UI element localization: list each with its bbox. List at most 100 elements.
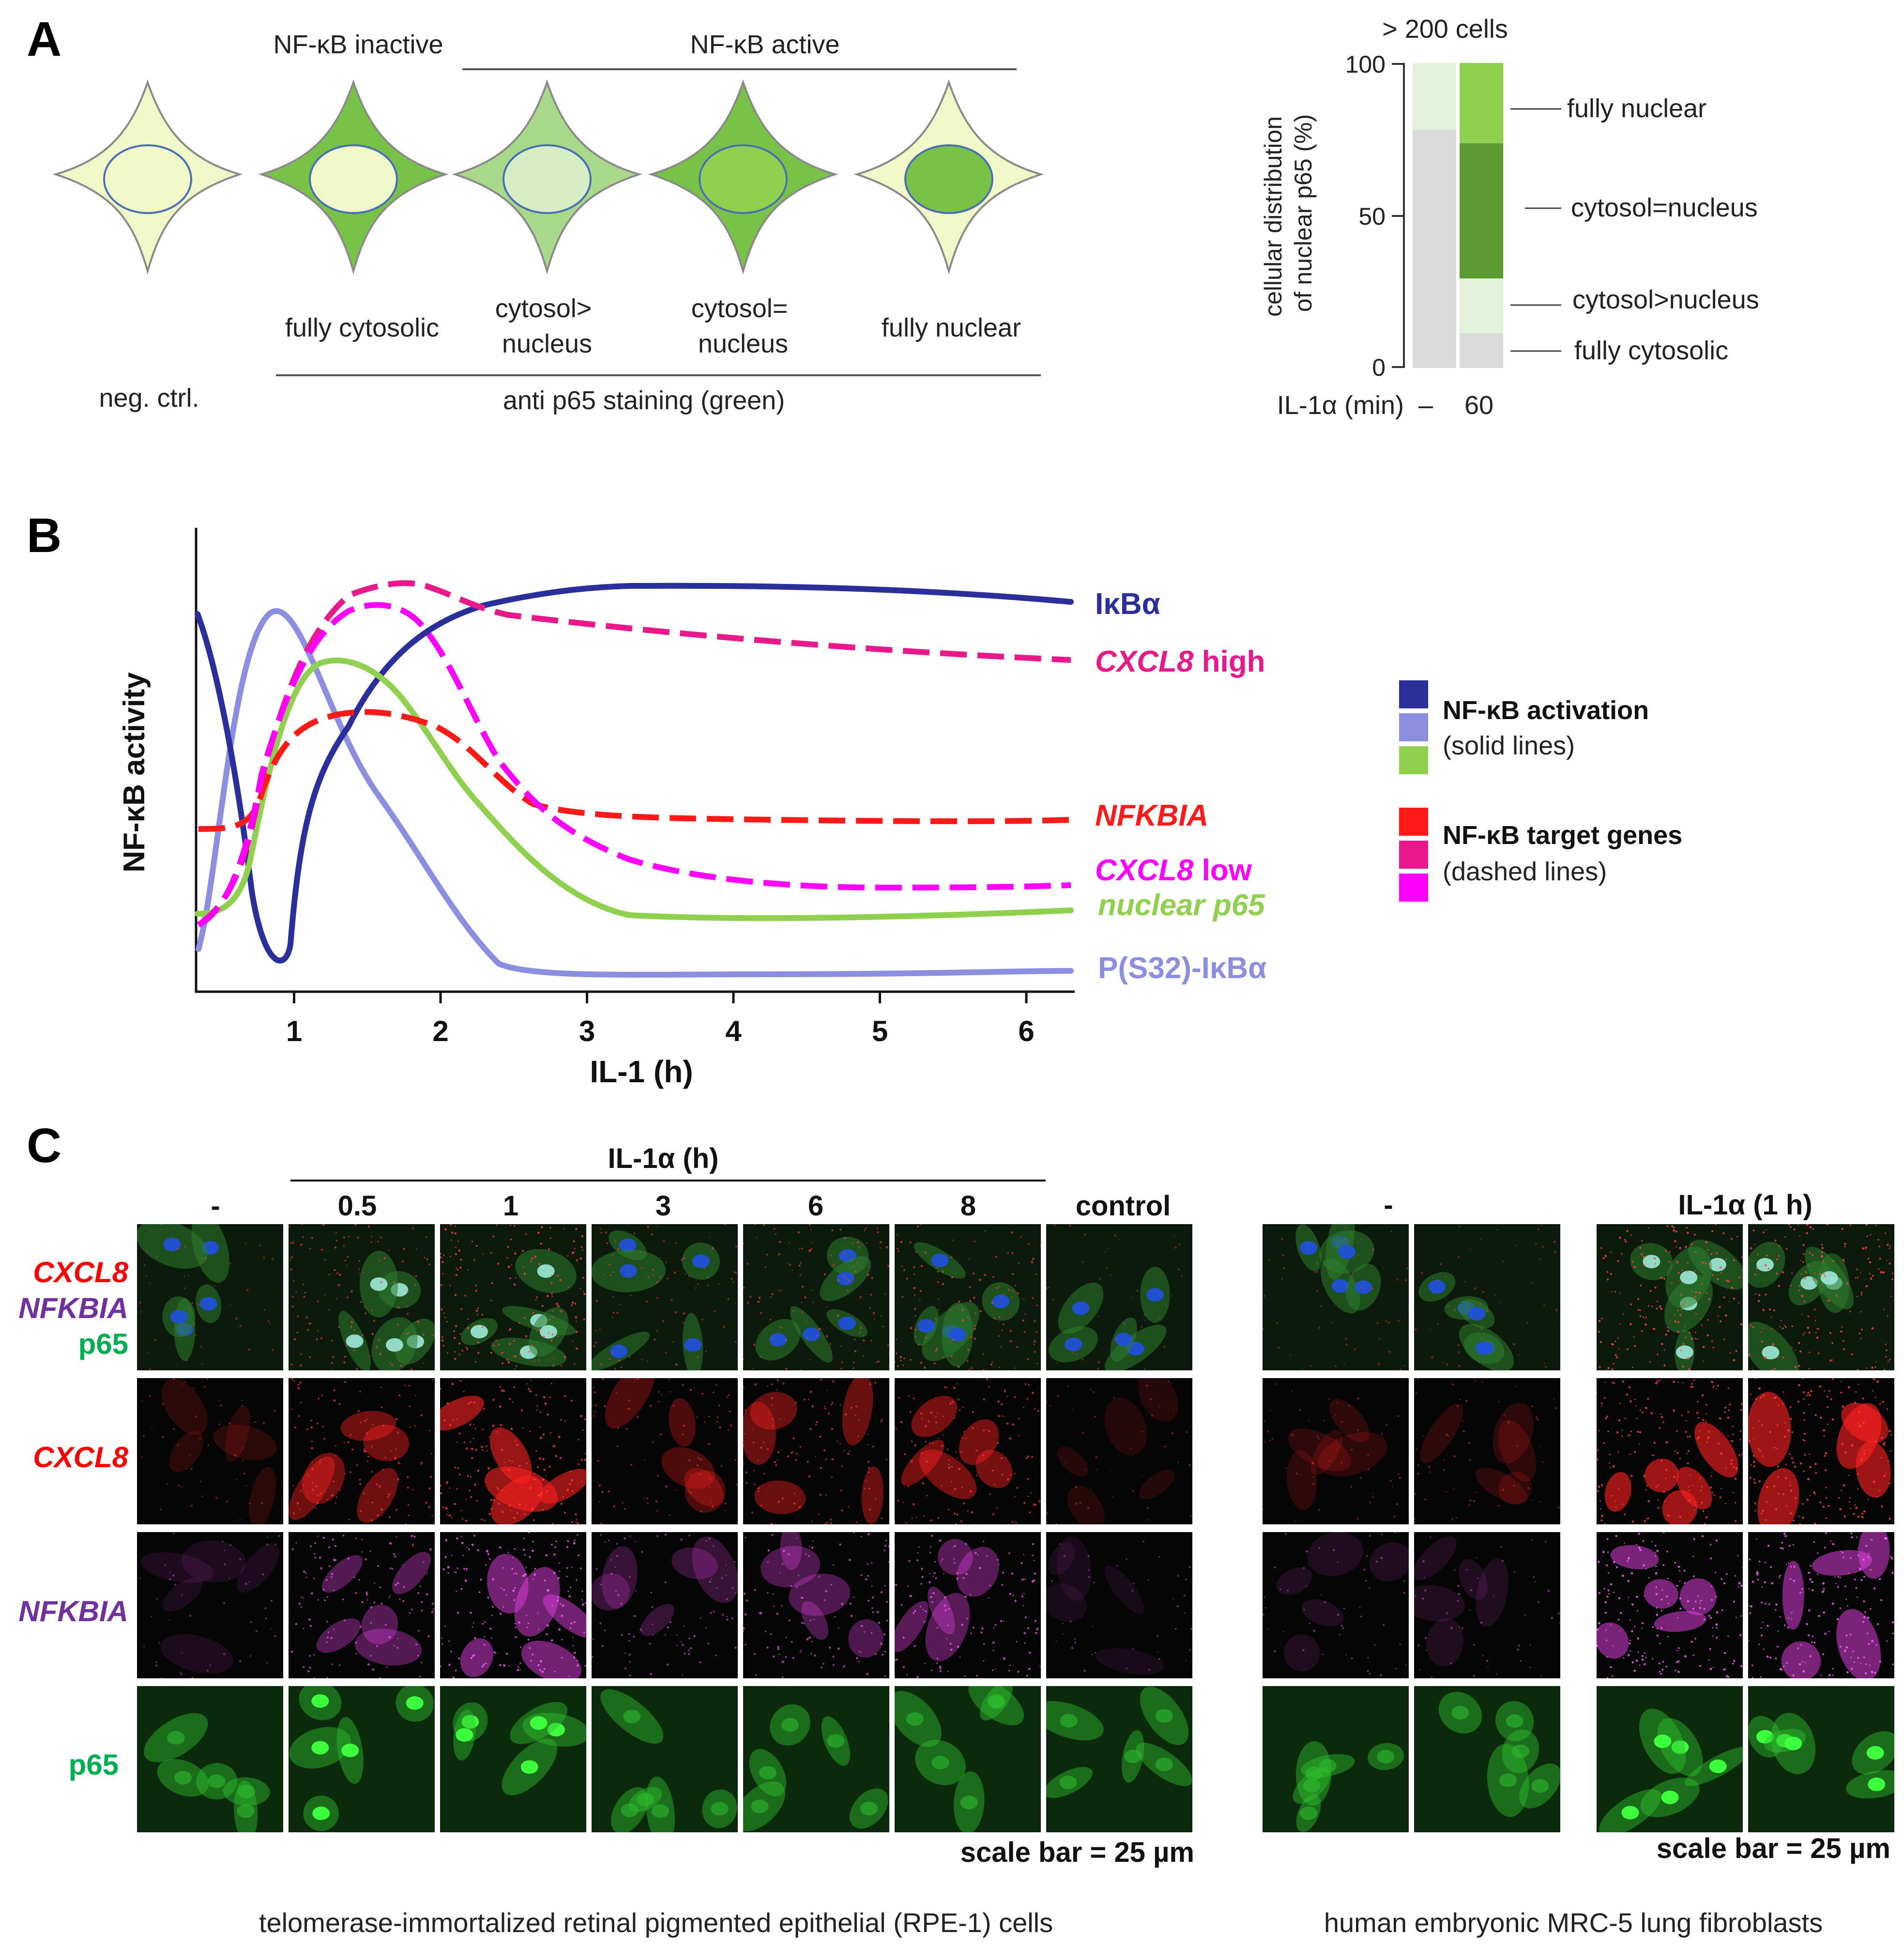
micrograph-tile bbox=[137, 1686, 283, 1832]
label-cytosol-gt-line: nucleus bbox=[502, 329, 592, 358]
micrograph-tile bbox=[289, 1378, 435, 1524]
micrograph-tile bbox=[895, 1378, 1041, 1524]
b-xtick-label: 1 bbox=[286, 1015, 302, 1047]
curve-nfkbia bbox=[198, 709, 1071, 832]
callout-fully-cytosolic: fully cytosolic bbox=[1574, 336, 1728, 365]
c-column-header: 1 bbox=[503, 1190, 518, 1222]
row-label-p65: p65 bbox=[69, 1749, 119, 1781]
micrograph-tile bbox=[289, 1686, 435, 1832]
micrograph-tile bbox=[1597, 1532, 1743, 1678]
cxcl8-low-suffix: low bbox=[1193, 854, 1252, 887]
micrograph-tile bbox=[1597, 1378, 1743, 1524]
legend-swatch-nfkbia bbox=[1399, 808, 1428, 836]
micrograph-tile bbox=[440, 1224, 586, 1370]
scale-bar-label-left: scale bar = 25 µm bbox=[960, 1837, 1194, 1868]
bar-ytick-label-100: 100 bbox=[1345, 51, 1386, 78]
micrograph-tile bbox=[1748, 1378, 1894, 1524]
micrograph-tile bbox=[592, 1224, 738, 1370]
micrograph-tile bbox=[137, 1378, 283, 1524]
cell-cytosol-gt-nucleus bbox=[452, 79, 642, 275]
micrograph-grid-rpe1 bbox=[137, 1224, 1197, 1833]
curve-nuclear-p65 bbox=[195, 657, 1074, 921]
micrograph-tile bbox=[440, 1686, 586, 1832]
legend-activation-title: NF-κB activation bbox=[1443, 696, 1649, 725]
caption-right: human embryonic MRC-5 lung fibroblasts bbox=[1324, 1907, 1823, 1938]
c-il1-header: IL-1α (h) bbox=[608, 1143, 719, 1174]
legend-swatch-p-ikba bbox=[1399, 713, 1428, 741]
b-xticks: 1 2 3 4 5 6 bbox=[286, 992, 1035, 1047]
panel-c-letter: C bbox=[27, 1119, 61, 1173]
c-column-header: control bbox=[1076, 1190, 1171, 1222]
c-column-header: 6 bbox=[808, 1190, 823, 1222]
curve-label-nuclear-p65: nuclear p65 bbox=[1098, 889, 1265, 922]
bar-ylabel: cellular distribution of nuclear p65 (%) bbox=[1260, 109, 1317, 317]
c-right-header-unstim: - bbox=[1384, 1189, 1393, 1221]
micrograph-tile bbox=[137, 1532, 283, 1678]
row-label-cxcl8: CXCL8 bbox=[33, 1441, 128, 1473]
micrograph-tile bbox=[743, 1686, 889, 1832]
legend-swatch-nuclear-p65 bbox=[1399, 746, 1428, 774]
cell-cytosol-eq-nucleus bbox=[648, 79, 838, 275]
micrograph-tile bbox=[289, 1532, 435, 1678]
c-column-header: - bbox=[211, 1190, 220, 1222]
cxcl8-high-suffix: high bbox=[1193, 645, 1265, 678]
c-column-header: 8 bbox=[960, 1190, 976, 1222]
row-label-merge-cxcl8: CXCL8 bbox=[33, 1256, 128, 1289]
c-column-headers: - 0.5 1 3 6 8 control bbox=[211, 1190, 1171, 1222]
cell-fully-cytosolic bbox=[258, 79, 449, 275]
micrograph-tile bbox=[592, 1532, 738, 1678]
bar-ylabel-line1: cellular distribution bbox=[1260, 116, 1287, 317]
curve-label-cxcl8-low: CXCL8 low bbox=[1095, 854, 1252, 887]
curve-ikba bbox=[195, 583, 1074, 964]
row-label-merge-nfkbia: NFKBIA bbox=[18, 1292, 128, 1324]
micrograph-grid-mrc5 bbox=[1263, 1224, 1894, 1833]
bar-xcat-unstim: – bbox=[1418, 391, 1433, 420]
micrograph-tile bbox=[1046, 1686, 1192, 1832]
label-cytosol-gt-line: cytosol> bbox=[495, 294, 592, 323]
row-label-nfkbia: NFKBIA bbox=[18, 1595, 128, 1627]
micrograph-tile bbox=[440, 1378, 586, 1524]
legend-targets-sub: (dashed lines) bbox=[1443, 857, 1607, 886]
bar-ytick-label-0: 0 bbox=[1372, 354, 1386, 381]
micrograph-tile bbox=[1414, 1378, 1560, 1524]
micrograph-tile bbox=[1046, 1224, 1192, 1370]
panel-a-letter: A bbox=[27, 12, 61, 66]
micrograph-tile bbox=[895, 1686, 1041, 1832]
header-nfkb-active: NF-κB active bbox=[690, 30, 839, 59]
callout-fully-nuclear: fully nuclear bbox=[1567, 94, 1706, 123]
bar-xcat-60: 60 bbox=[1464, 391, 1493, 420]
scale-bar-label-right: scale bar = 25 µm bbox=[1657, 1833, 1890, 1864]
b-xtick-label: 3 bbox=[579, 1015, 595, 1047]
micrograph-tile bbox=[895, 1224, 1041, 1370]
bar-stim-segment-fully-nuclear bbox=[1460, 63, 1503, 143]
cxcl8-low-gene: CXCL8 bbox=[1095, 854, 1194, 887]
bar-ylabel-line2: of nuclear p65 (%) bbox=[1290, 114, 1317, 312]
row-label-merge-p65: p65 bbox=[78, 1328, 128, 1360]
micrograph-tile bbox=[895, 1532, 1041, 1678]
micrograph-tile bbox=[592, 1686, 738, 1832]
bar-ytick-label-50: 50 bbox=[1358, 203, 1386, 230]
micrograph-tile bbox=[1263, 1686, 1409, 1832]
bar-stim-segment-fully-cytosolic bbox=[1460, 333, 1503, 368]
cxcl8-high-gene: CXCL8 bbox=[1095, 645, 1194, 678]
bar-unstim-segment-cytosolic bbox=[1413, 130, 1456, 368]
micrograph-tile bbox=[440, 1532, 586, 1678]
cell-neg-ctrl bbox=[52, 79, 243, 275]
label-anti-p65-staining: anti p65 staining (green) bbox=[503, 386, 785, 415]
curve-label-cxcl8-high: CXCL8 high bbox=[1095, 645, 1265, 678]
b-xtick-label: 2 bbox=[432, 1015, 448, 1047]
b-xtick-label: 6 bbox=[1018, 1015, 1034, 1047]
label-cytosol-eq-line: nucleus bbox=[698, 329, 788, 358]
legend-targets-title: NF-κB target genes bbox=[1443, 821, 1682, 850]
micrograph-tile bbox=[1263, 1532, 1409, 1678]
label-neg-ctrl: neg. ctrl. bbox=[99, 384, 199, 413]
c-right-header-stim: IL-1α (1 h) bbox=[1678, 1189, 1812, 1221]
bar-xaxis-label: IL-1α (min) bbox=[1277, 391, 1404, 420]
micrograph-tile bbox=[1046, 1532, 1192, 1678]
micrograph-tile bbox=[1748, 1224, 1894, 1370]
bar-stim-segment-cytosol-gt-nucleus bbox=[1460, 278, 1503, 333]
micrograph-tile bbox=[1597, 1224, 1743, 1370]
callout-cytosol-gt-nucleus: cytosol>nucleus bbox=[1572, 285, 1759, 314]
curve-cxcl8-low bbox=[197, 602, 1071, 928]
